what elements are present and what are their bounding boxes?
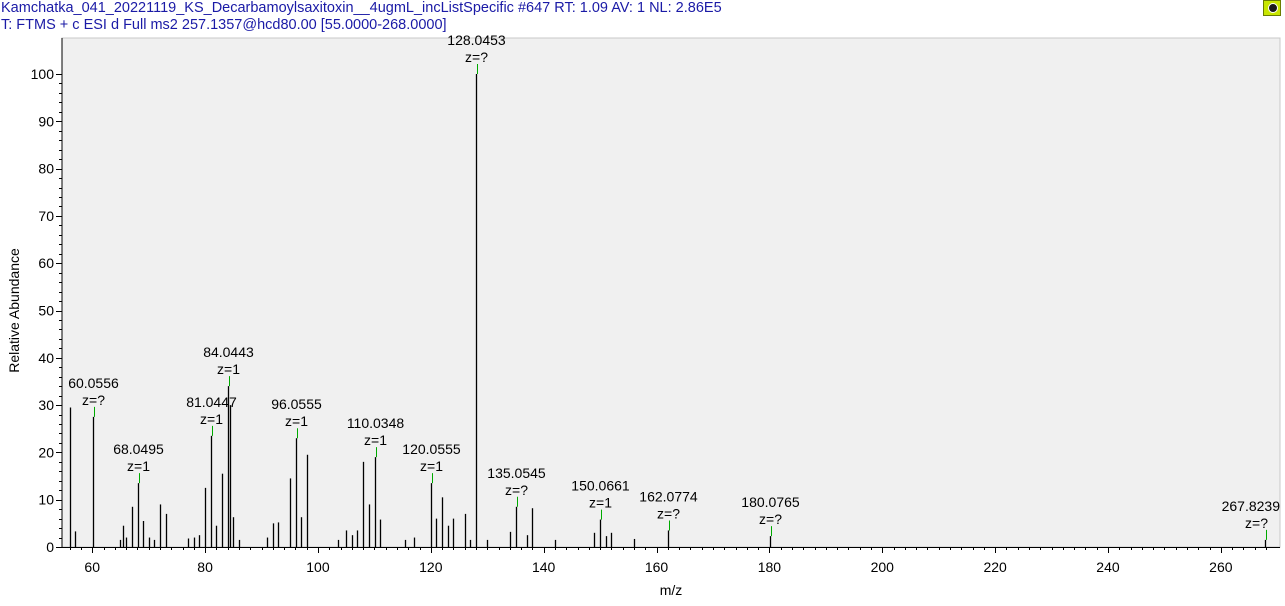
peak-charge-label: z=1 bbox=[200, 411, 223, 427]
y-tick-label: 80 bbox=[38, 161, 54, 177]
peak-mz-label: 267.8239 bbox=[1222, 498, 1281, 514]
x-tick-label: 220 bbox=[983, 559, 1007, 575]
peak-mz-label: 96.0555 bbox=[271, 396, 322, 412]
y-tick-label: 50 bbox=[38, 303, 54, 319]
x-tick-label: 120 bbox=[419, 559, 443, 575]
peak-mz-label: 128.0453 bbox=[447, 32, 506, 48]
x-tick-label: 80 bbox=[197, 559, 213, 575]
x-tick-label: 240 bbox=[1096, 559, 1120, 575]
y-tick-label: 30 bbox=[38, 397, 54, 413]
peak-mz-label: 60.0556 bbox=[68, 375, 119, 391]
y-axis: 0 10 20 30 40 50 60 70 80 90 100 bbox=[31, 38, 63, 555]
x-tick-label: 180 bbox=[758, 559, 782, 575]
y-tick-label: 40 bbox=[38, 350, 54, 366]
scan-header: Kamchatka_041_20221119_KS_Decarbamoylsax… bbox=[1, 0, 722, 16]
x-axis: 60 80 100 120 140 160 180 200 220 240 260 bbox=[62, 547, 1280, 575]
x-tick-label: 200 bbox=[871, 559, 895, 575]
peak-charge-label: z=? bbox=[505, 482, 528, 498]
y-tick-label: 0 bbox=[46, 539, 54, 555]
peak-charge-label: z=1 bbox=[127, 458, 150, 474]
peak-mz-label: 150.0661 bbox=[571, 478, 630, 494]
x-axis-label: m/z bbox=[660, 582, 683, 598]
x-tick-label: 140 bbox=[532, 559, 556, 575]
peak-mz-label: 162.0774 bbox=[639, 488, 698, 504]
peak-mz-label: 120.0555 bbox=[402, 441, 461, 457]
peak-charge-label: z=1 bbox=[285, 413, 308, 429]
y-tick-label: 60 bbox=[38, 255, 54, 271]
x-tick-label: 260 bbox=[1209, 559, 1233, 575]
y-axis-label: Relative Abundance bbox=[6, 248, 22, 373]
y-tick-label: 20 bbox=[38, 444, 54, 460]
peak-mz-label: 110.0348 bbox=[347, 415, 405, 431]
peak-mz-label: 135.0545 bbox=[487, 465, 546, 481]
peaks-layer bbox=[69, 74, 1267, 547]
peak-mz-label: 84.0443 bbox=[203, 344, 254, 360]
y-tick-label: 70 bbox=[38, 208, 54, 224]
peak-mz-label: 68.0495 bbox=[113, 441, 164, 457]
y-tick-label: 100 bbox=[31, 66, 55, 82]
peak-charge-label: z=? bbox=[465, 49, 488, 65]
peak-charge-label: z=1 bbox=[420, 458, 443, 474]
peak-charge-label: z=? bbox=[657, 505, 680, 521]
plot-frame bbox=[61, 37, 1281, 548]
peak-labels-layer: z=?60.0556z=168.0495z=181.0447z=184.0443… bbox=[68, 32, 1280, 540]
peak-charge-label: z=1 bbox=[217, 361, 240, 377]
x-tick-label: 60 bbox=[84, 559, 100, 575]
peak-mz-label: 180.0765 bbox=[741, 494, 800, 510]
x-tick-label: 100 bbox=[306, 559, 330, 575]
y-tick-label: 10 bbox=[38, 492, 54, 508]
peak-charge-label: z=1 bbox=[364, 432, 387, 448]
peak-mz-label: 81.0447 bbox=[186, 394, 237, 410]
y-tick-label: 90 bbox=[38, 113, 54, 129]
scan-filter: T: FTMS + c ESI d Full ms2 257.1357@hcd8… bbox=[1, 17, 447, 33]
peak-charge-label: z=? bbox=[1245, 515, 1268, 531]
peak-charge-label: z=? bbox=[759, 511, 782, 527]
peak-charge-label: z=1 bbox=[589, 495, 612, 511]
x-tick-label: 160 bbox=[645, 559, 669, 575]
chart-options-icon[interactable] bbox=[1263, 0, 1281, 16]
peak-charge-label: z=? bbox=[82, 392, 105, 408]
